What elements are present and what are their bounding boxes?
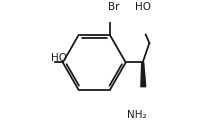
Text: NH₂: NH₂ [127, 110, 147, 120]
Text: HO: HO [51, 53, 67, 63]
Polygon shape [141, 62, 146, 87]
Text: Br: Br [108, 2, 120, 12]
Text: HO: HO [136, 2, 151, 12]
